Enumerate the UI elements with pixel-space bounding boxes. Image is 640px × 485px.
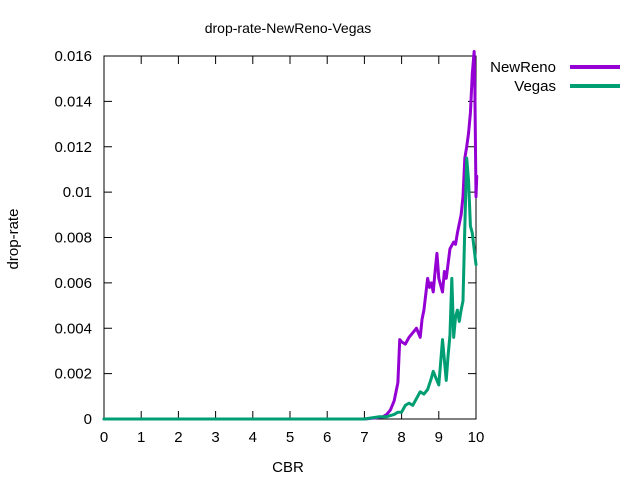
x-tick-label: 3 — [211, 429, 219, 446]
x-tick-label: 8 — [397, 429, 405, 446]
y-tick-label: 0.002 — [54, 366, 92, 383]
x-tick-label: 9 — [435, 429, 443, 446]
y-tick-label: 0.016 — [54, 48, 92, 65]
series-line-vegas — [102, 156, 478, 421]
series-layer — [102, 49, 479, 421]
x-tick-label: 0 — [100, 429, 108, 446]
x-ticks: 0 1 2 3 4 5 6 7 8 9 10 — [100, 56, 485, 446]
y-tick-label: 0.012 — [54, 139, 92, 156]
legend-label-vegas: Vegas — [514, 78, 556, 95]
y-tick-label: 0.006 — [54, 275, 92, 292]
legend: NewReno Vegas — [490, 59, 620, 95]
x-tick-label: 10 — [468, 429, 485, 446]
chart-title: drop-rate-NewReno-Vegas — [205, 20, 372, 36]
y-tick-label: 0 — [84, 411, 92, 428]
y-tick-label: 0.01 — [63, 184, 92, 201]
x-tick-label: 6 — [323, 429, 331, 446]
y-tick-label: 0.014 — [54, 93, 92, 110]
x-tick-label: 5 — [286, 429, 294, 446]
plot-area-frame — [103, 55, 477, 420]
x-tick-label: 7 — [360, 429, 368, 446]
y-axis-label: drop-rate — [5, 209, 22, 270]
y-tick-label: 0.008 — [54, 230, 92, 247]
legend-label-newreno: NewReno — [490, 59, 556, 76]
x-axis-label: CBR — [272, 459, 304, 476]
series-line-newreno — [102, 49, 479, 421]
y-ticks: 0 0.002 0.004 0.006 0.008 0.01 0.012 0.014 0.016 — [54, 48, 476, 428]
x-tick-label: 1 — [137, 429, 145, 446]
x-tick-label: 4 — [249, 429, 257, 446]
y-tick-label: 0.004 — [54, 320, 92, 337]
x-tick-label: 2 — [174, 429, 182, 446]
